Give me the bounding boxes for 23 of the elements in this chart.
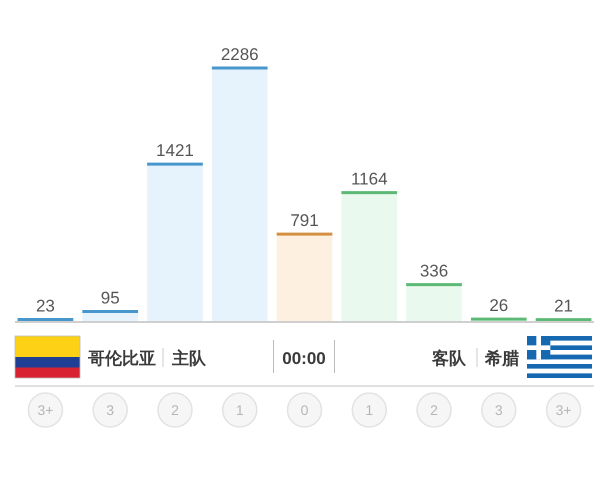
x-tick-label: 3+ [37, 402, 54, 418]
data-label: 23 [36, 296, 55, 316]
data-label: 21 [554, 296, 574, 316]
text: 主队 [171, 349, 207, 368]
data-label: 95 [100, 288, 120, 308]
x-tick-label: 1 [365, 402, 374, 418]
text: 希腊 [484, 349, 519, 368]
x-tick-label: 2 [171, 402, 180, 418]
data-label: 2286 [220, 45, 259, 64]
data-label: 336 [420, 262, 448, 281]
x-tick-label: 2 [430, 402, 438, 418]
x-tick-label: 3 [106, 402, 114, 418]
data-label: 1421 [156, 141, 194, 160]
text: 客队 [431, 349, 467, 368]
x-tick-label: 1 [236, 402, 244, 418]
text: 哥伦比亚 [87, 349, 156, 368]
x-tick-label: 0 [300, 402, 309, 418]
x-tick-label: 3 [494, 402, 503, 418]
data-label: 791 [290, 211, 319, 230]
text: 00:00 [282, 349, 326, 368]
data-label: 1164 [350, 170, 388, 189]
data-label: 26 [489, 296, 508, 316]
x-tick-label: 3+ [556, 402, 572, 418]
